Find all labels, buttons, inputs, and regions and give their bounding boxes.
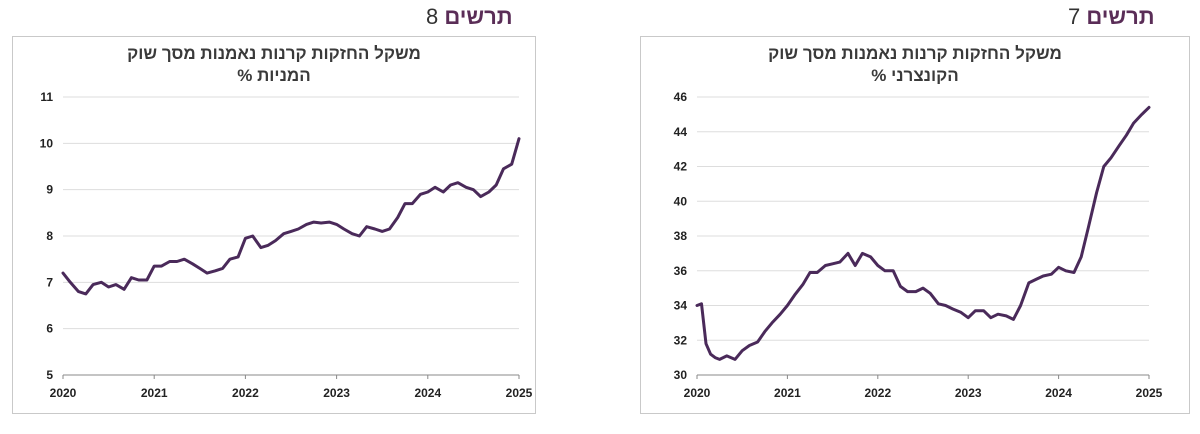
chart-title-corporate-bonds-line1: משקל החזקות קרנות נאמנות מסך שוק [768, 44, 1062, 63]
y-tick-label-corporate: 32 [674, 333, 688, 347]
y-tick-label-corporate: 44 [674, 125, 688, 139]
y-tick-label-equity: 8 [46, 229, 53, 243]
chart-panel-corporate-bonds: משקל החזקות קרנות נאמנות מסך שוק הקונצרנ… [640, 36, 1190, 414]
chart-title-equity-line1: משקל החזקות קרנות נאמנות מסך שוק [127, 44, 421, 63]
x-tick-label-corporate: 2022 [864, 386, 891, 400]
chart-title-corporate-bonds-line2: הקונצרני % [871, 66, 959, 85]
chart-panel-equity: משקל החזקות קרנות נאמנות מסך שוק המניות … [12, 36, 536, 414]
y-tick-label-corporate: 46 [674, 90, 688, 104]
y-tick-label-equity: 5 [46, 368, 53, 382]
x-tick-label-equity: 2021 [141, 386, 168, 400]
chart-title-equity: משקל החזקות קרנות נאמנות מסך שוק המניות … [13, 43, 535, 87]
x-tick-label-equity: 2024 [414, 386, 441, 400]
x-tick-label-corporate: 2021 [774, 386, 801, 400]
series-line-corporate-0 [695, 105, 1151, 361]
series-line-equity-0 [61, 137, 521, 296]
y-tick-label-corporate: 36 [674, 264, 688, 278]
chart-title-equity-line2: המניות % [237, 66, 311, 85]
y-tick-label-corporate: 30 [674, 368, 688, 382]
figure-8-title-number: 8 [426, 4, 439, 29]
x-tick-label-corporate: 2024 [1045, 386, 1072, 400]
figure-8-title-word: תרשים [444, 4, 513, 29]
x-tick-label-equity: 2022 [232, 386, 259, 400]
y-tick-label-equity: 11 [40, 90, 53, 104]
figure-8-title: תרשים 8 [426, 4, 513, 30]
y-tick-label-equity: 10 [40, 136, 54, 150]
line-chart-corporate-bonds: 30 32 34 36 38 40 42 44 46 2020 2021 2022 2023 2024 20… [674, 90, 1163, 400]
x-tick-label-corporate: 2025 [1136, 386, 1163, 400]
figure-7-title-word: תרשים [1086, 4, 1155, 29]
x-tick-label-corporate: 2023 [955, 386, 982, 400]
y-tick-label-corporate: 38 [674, 229, 688, 243]
x-tick-label-equity: 2020 [50, 386, 77, 400]
y-tick-label-corporate: 42 [674, 160, 688, 174]
line-chart-equity: 5 6 7 8 9 10 11 2020 2021 2022 2023 2024 2025 [40, 90, 533, 400]
x-tick-label-equity: 2025 [506, 386, 533, 400]
y-tick-label-corporate: 34 [674, 299, 688, 313]
figure-7-title-number: 7 [1068, 4, 1081, 29]
y-tick-label-equity: 6 [46, 322, 53, 336]
x-tick-label-equity: 2023 [323, 386, 350, 400]
y-tick-label-equity: 7 [46, 275, 53, 289]
x-tick-label-corporate: 2020 [684, 386, 711, 400]
chart-title-corporate-bonds: משקל החזקות קרנות נאמנות מסך שוק הקונצרנ… [641, 43, 1189, 87]
figure-7-title: תרשים 7 [1068, 4, 1155, 30]
y-tick-label-corporate: 40 [674, 194, 688, 208]
y-tick-label-equity: 9 [46, 183, 53, 197]
